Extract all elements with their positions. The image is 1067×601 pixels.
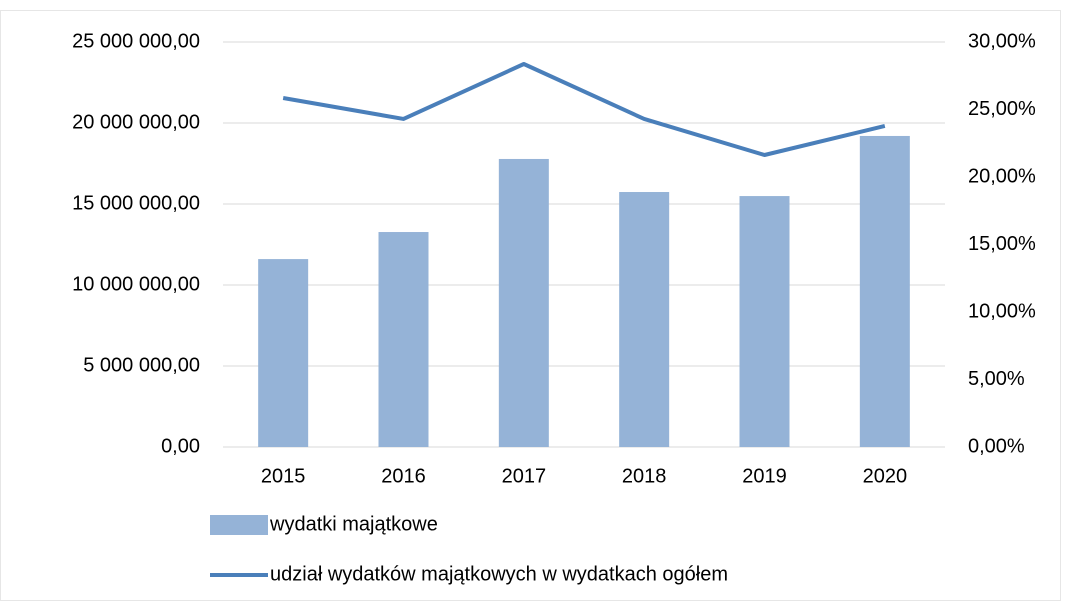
y-tick-label: 25 000 000,00 [72, 30, 200, 52]
y2-tick-label: 10,00% [968, 300, 1036, 322]
y-tick-label: 0,00 [161, 435, 200, 457]
x-tick-label: 2015 [261, 465, 306, 487]
legend-swatch [210, 515, 268, 535]
y-tick-label: 20 000 000,00 [72, 111, 200, 133]
legend-label: udział wydatków majątkowych w wydatkach … [270, 563, 728, 585]
y2-tick-label: 5,00% [968, 368, 1025, 390]
x-tick-label: 2017 [502, 465, 547, 487]
bar [859, 135, 910, 447]
bar [619, 192, 670, 447]
y2-tick-label: 30,00% [968, 30, 1036, 52]
y2-tick-label: 0,00% [968, 435, 1025, 457]
bar [378, 232, 429, 447]
y2-tick-label: 20,00% [968, 165, 1036, 187]
y-tick-label: 5 000 000,00 [83, 354, 200, 376]
bar [498, 158, 549, 448]
x-tick-label: 2016 [381, 465, 426, 487]
bar [739, 196, 790, 447]
line [282, 62, 886, 157]
x-tick-label: 2018 [622, 465, 667, 487]
y2-tick-label: 25,00% [968, 98, 1036, 120]
y2-tick-label: 15,00% [968, 233, 1036, 255]
x-tick-label: 2019 [742, 465, 787, 487]
bar [258, 259, 309, 447]
y-tick-label: 15 000 000,00 [72, 192, 200, 214]
y-tick-label: 10 000 000,00 [72, 273, 200, 295]
legend-label: wydatki majątkowe [269, 513, 438, 535]
x-tick-label: 2020 [863, 465, 908, 487]
